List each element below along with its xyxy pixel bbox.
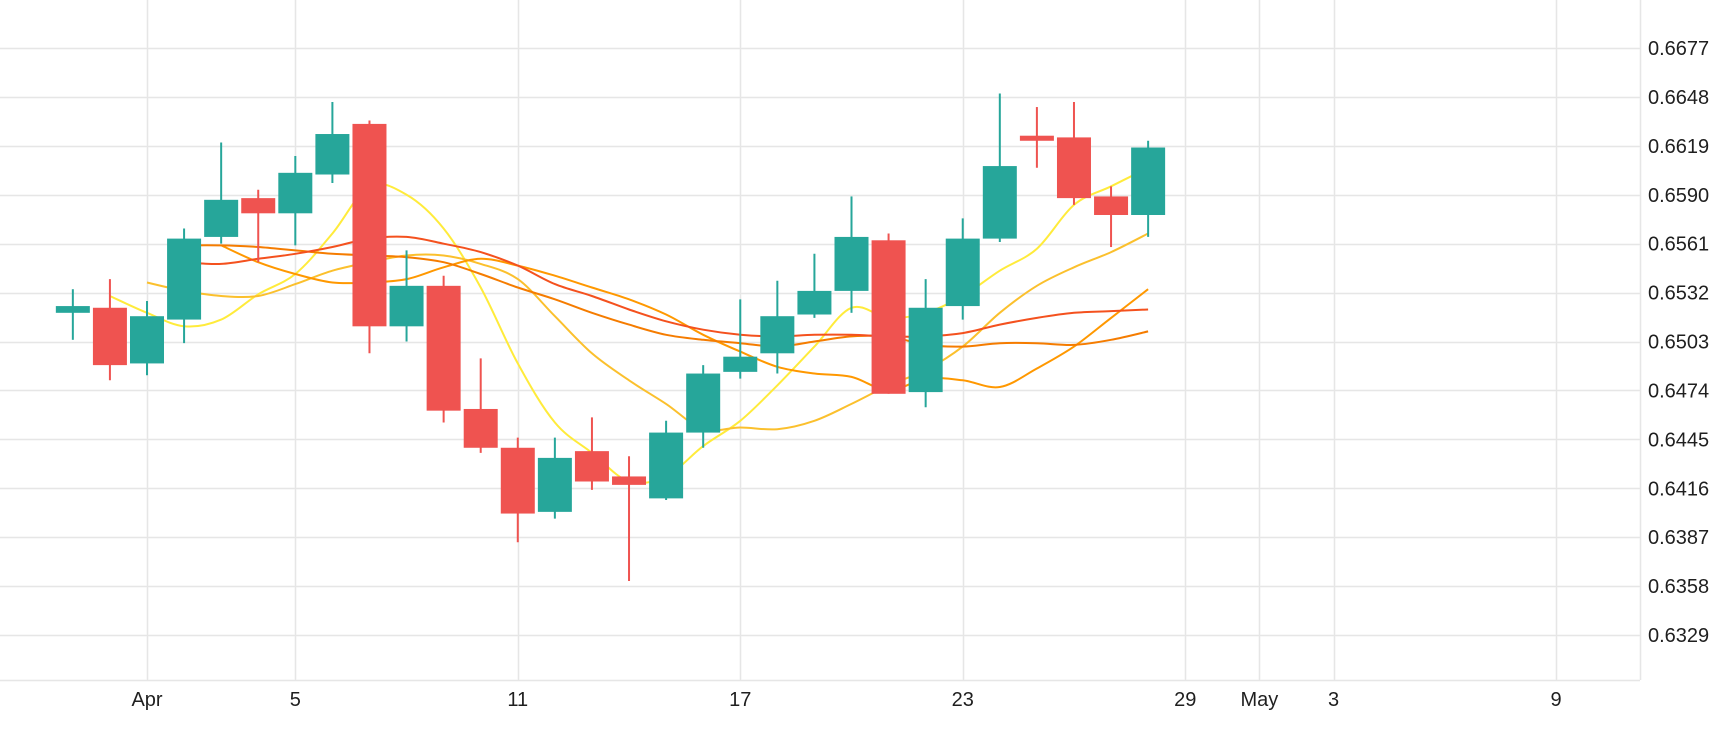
- x-axis-tick-labels: Apr 5 11 17 23 29 May 3 9: [131, 689, 1561, 711]
- candle-body: [463, 408, 498, 448]
- candle-body: [982, 166, 1017, 239]
- x-tick-label: 5: [290, 689, 301, 711]
- candle-down: [612, 456, 647, 582]
- candle-body: [389, 285, 424, 327]
- candle-body: [204, 199, 239, 237]
- candle-up: [686, 365, 721, 448]
- y-tick-label: 0.6590: [1648, 185, 1709, 207]
- candle-up: [760, 280, 795, 374]
- y-tick-label: 0.6387: [1648, 527, 1709, 549]
- candle-body: [241, 198, 276, 214]
- candle-up: [797, 253, 832, 318]
- y-tick-label: 0.6329: [1648, 625, 1709, 647]
- candle-body: [686, 373, 721, 433]
- candle-body: [315, 134, 350, 175]
- candle-down: [426, 275, 461, 423]
- y-tick-label: 0.6648: [1648, 87, 1709, 109]
- moving-average-line: [184, 244, 1149, 348]
- candles: [55, 93, 1166, 582]
- candle-body: [1131, 147, 1166, 215]
- candle-down: [1019, 107, 1054, 168]
- candle-body: [612, 476, 647, 485]
- candle-down: [92, 279, 127, 381]
- candle-down: [1094, 186, 1129, 248]
- candle-body: [55, 306, 90, 313]
- candle-up: [982, 93, 1017, 242]
- candle-up: [130, 301, 164, 376]
- candle-body: [908, 307, 943, 393]
- candle-body: [130, 316, 164, 364]
- candle-up: [204, 142, 239, 244]
- y-tick-label: 0.6358: [1648, 576, 1709, 598]
- candle-body: [760, 316, 795, 354]
- candle-down: [241, 189, 276, 263]
- x-tick-label: 29: [1174, 689, 1196, 711]
- candle-body: [1019, 135, 1054, 141]
- y-tick-label: 0.6677: [1648, 38, 1709, 60]
- moving-average-line: [146, 232, 1149, 432]
- candle-body: [797, 290, 832, 315]
- candle-down: [463, 358, 498, 453]
- candle-body: [1094, 196, 1129, 215]
- candle-down: [500, 437, 535, 543]
- candle-up: [649, 420, 684, 501]
- x-tick-label: 11: [507, 689, 528, 711]
- x-tick-label: 3: [1328, 689, 1339, 711]
- candle-up: [55, 289, 90, 340]
- candle-body: [1056, 137, 1091, 199]
- candle-up: [315, 101, 350, 183]
- candle-body: [649, 432, 684, 499]
- candle-up: [278, 155, 313, 246]
- candle-up: [167, 228, 202, 344]
- y-tick-label: 0.6561: [1648, 234, 1709, 256]
- y-tick-label: 0.6532: [1648, 283, 1709, 305]
- x-tick-label: May: [1240, 689, 1278, 711]
- y-tick-label: 0.6445: [1648, 429, 1709, 451]
- y-tick-label: 0.6416: [1648, 478, 1709, 500]
- y-axis-tick-labels: 0.6329 0.6358 0.6387 0.6416 0.6445 0.6474 0.65…: [1648, 38, 1709, 647]
- candle-up: [1131, 140, 1166, 237]
- candle-down: [871, 233, 906, 394]
- candle-body: [871, 240, 906, 394]
- candle-body: [723, 356, 758, 372]
- candle-up: [537, 437, 572, 519]
- candle-body: [945, 238, 980, 307]
- candle-up: [945, 218, 980, 320]
- candle-body: [278, 172, 313, 214]
- x-tick-label: 9: [1550, 689, 1561, 711]
- candle-up: [723, 299, 758, 379]
- candle-body: [352, 123, 387, 327]
- x-tick-label: 17: [729, 689, 751, 711]
- y-tick-label: 0.6503: [1648, 332, 1709, 354]
- candle-up: [389, 250, 424, 342]
- candle-up: [908, 279, 943, 408]
- candle-down: [352, 120, 387, 354]
- x-tick-label: 23: [952, 689, 974, 711]
- candle-body: [426, 285, 461, 411]
- x-tick-label: Apr: [131, 689, 162, 711]
- grid: [0, 0, 1642, 682]
- candle-body: [92, 307, 127, 366]
- candle-up: [834, 196, 869, 313]
- y-tick-label: 0.6619: [1648, 136, 1709, 158]
- candle-body: [500, 447, 535, 514]
- candle-down: [1056, 101, 1091, 205]
- candle-body: [574, 451, 609, 482]
- candle-down: [574, 417, 609, 490]
- candle-body: [834, 236, 869, 291]
- moving-average-line: [184, 235, 1149, 338]
- candle-body: [167, 238, 202, 320]
- y-tick-label: 0.6474: [1648, 380, 1709, 402]
- candle-body: [537, 457, 572, 512]
